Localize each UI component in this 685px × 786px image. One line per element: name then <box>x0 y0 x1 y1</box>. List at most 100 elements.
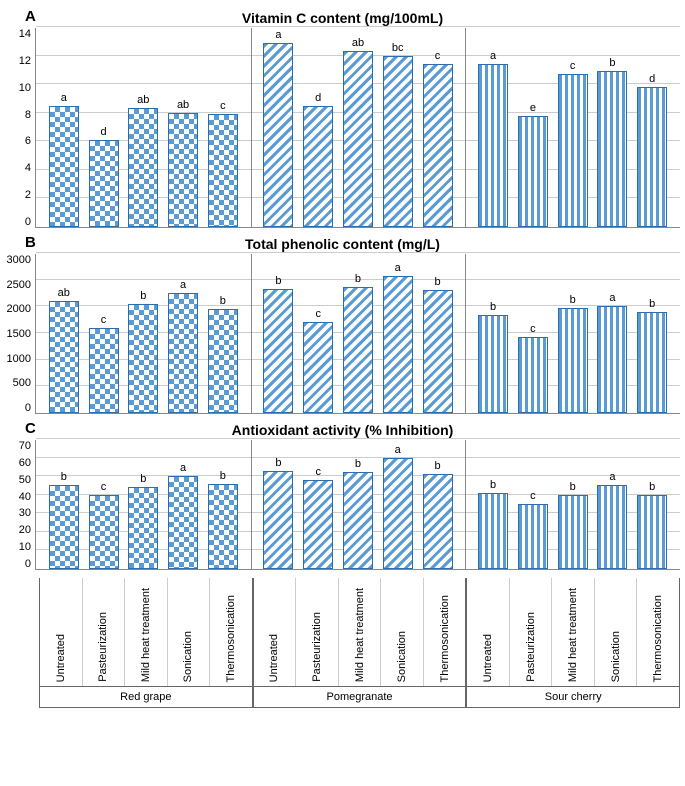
bars-container: abcbabbcbabbcbab <box>36 254 680 413</box>
bar-rect <box>128 487 158 569</box>
plot: adababcadabbccaecbd <box>35 28 680 228</box>
bar: b <box>558 294 588 413</box>
y-tick-label: 20 <box>19 524 31 536</box>
x-treatment-text: Thermosonication <box>439 595 451 682</box>
y-tick-label: 1000 <box>7 353 31 365</box>
x-treatment-text: Mild heat treatment <box>567 588 579 682</box>
bar-sig-label: b <box>434 276 440 288</box>
x-treatment-label: Untreated <box>254 578 297 686</box>
bar-rect <box>168 113 198 227</box>
bar: c <box>303 466 333 569</box>
bar: b <box>558 481 588 569</box>
grid-line <box>36 438 680 439</box>
bar: e <box>518 102 548 227</box>
bar: a <box>383 444 413 569</box>
bar-rect <box>89 140 119 227</box>
bar-sig-label: ab <box>352 37 364 49</box>
fruit-group: b c b a b <box>251 254 466 413</box>
fruit-group: adababc <box>36 28 251 227</box>
x-treatment-label: Sonication <box>381 578 424 686</box>
bar-rect <box>49 106 79 227</box>
bar-sig-label: ab <box>58 287 70 299</box>
y-tick-label: 10 <box>19 82 31 94</box>
bar: a <box>383 262 413 413</box>
x-fruit-block: UntreatedPasteurization Mild heat treatme… <box>253 578 467 708</box>
chart-title: Vitamin C content (mg/100mL) <box>5 10 680 26</box>
bar: b <box>343 273 373 413</box>
fruit-group: bcbab <box>465 440 680 569</box>
x-treatment-text: Mild heat treatment <box>354 588 366 682</box>
x-treatment-label: Pasteurization <box>296 578 339 686</box>
bar-sig-label: d <box>100 126 106 138</box>
bar: a <box>263 29 293 227</box>
bar: b <box>208 470 238 569</box>
y-tick-label: 500 <box>13 377 31 389</box>
bar: b <box>128 473 158 569</box>
bar-rect <box>89 328 119 413</box>
bar-rect <box>208 114 238 227</box>
bar: b <box>208 295 238 413</box>
bar-rect <box>168 476 198 569</box>
bar-rect <box>558 495 588 569</box>
y-tick-label: 30 <box>19 507 31 519</box>
y-tick-label: 2500 <box>7 279 31 291</box>
fruit-group: abcbab <box>36 254 251 413</box>
x-fruit-name: Sour cherry <box>467 686 679 707</box>
fruit-group: adabbcc <box>251 28 466 227</box>
bar: b <box>637 298 667 413</box>
bar: a <box>49 92 79 227</box>
grid-line <box>36 252 680 253</box>
x-treatment-text: Mild heat treatment <box>140 588 152 682</box>
x-treatment-label: Thermosonication <box>637 578 679 686</box>
bar-sig-label: d <box>649 73 655 85</box>
bar-rect <box>263 289 293 413</box>
bar: d <box>89 126 119 227</box>
chart-panel-b: BTotal phenolic content (mg/L)3000250020… <box>5 236 680 414</box>
bar: a <box>597 471 627 569</box>
bar-rect <box>637 87 667 227</box>
y-tick-label: 14 <box>19 28 31 40</box>
bar-sig-label: b <box>355 273 361 285</box>
x-treatment-label: Mild heat treatment <box>125 578 168 686</box>
bar-rect <box>597 306 627 413</box>
bar-sig-label: c <box>435 50 441 62</box>
bar-sig-label: b <box>220 470 226 482</box>
bar-rect <box>343 472 373 569</box>
bar-sig-label: e <box>530 102 536 114</box>
bar-rect <box>637 495 667 569</box>
bar-sig-label: a <box>180 462 186 474</box>
x-fruit-block: UntreatedPasteurizationMild heat treatme… <box>39 578 253 708</box>
bar-sig-label: b <box>275 457 281 469</box>
bar-sig-label: a <box>395 262 401 274</box>
bar-rect <box>558 74 588 227</box>
chart-panel-a: AVitamin C content (mg/100mL)14121086420… <box>5 10 680 228</box>
x-treatments: UntreatedPasteurization Mild heat treatme… <box>254 578 466 686</box>
bar-rect <box>558 308 588 413</box>
bar: b <box>263 275 293 413</box>
bar-sig-label: b <box>275 275 281 287</box>
y-tick-label: 0 <box>25 558 31 570</box>
bar-rect <box>597 71 627 227</box>
bar-sig-label: c <box>315 308 321 320</box>
y-tick-label: 40 <box>19 491 31 503</box>
y-axis: 706050403020100 <box>5 440 35 570</box>
bar: a <box>168 462 198 569</box>
bar-rect <box>128 304 158 413</box>
bar: ab <box>168 99 198 227</box>
bar: b <box>263 457 293 569</box>
chart-panel-c: CAntioxidant activity (% Inhibition)7060… <box>5 422 680 570</box>
bar-rect <box>478 493 508 569</box>
bar: c <box>518 490 548 569</box>
bar-sig-label: a <box>61 92 67 104</box>
y-tick-label: 0 <box>25 402 31 414</box>
y-tick-label: 1500 <box>7 328 31 340</box>
bar-sig-label: d <box>315 92 321 104</box>
y-tick-label: 3000 <box>7 254 31 266</box>
bar-sig-label: ab <box>137 94 149 106</box>
bar: b <box>637 481 667 569</box>
bar-sig-label: a <box>609 292 615 304</box>
plot-area: 14121086420adababcadabbccaecbd <box>5 28 680 228</box>
bar-sig-label: c <box>530 490 536 502</box>
x-axis: UntreatedPasteurization Mild heat treatme… <box>39 578 680 708</box>
bar-rect <box>597 485 627 569</box>
